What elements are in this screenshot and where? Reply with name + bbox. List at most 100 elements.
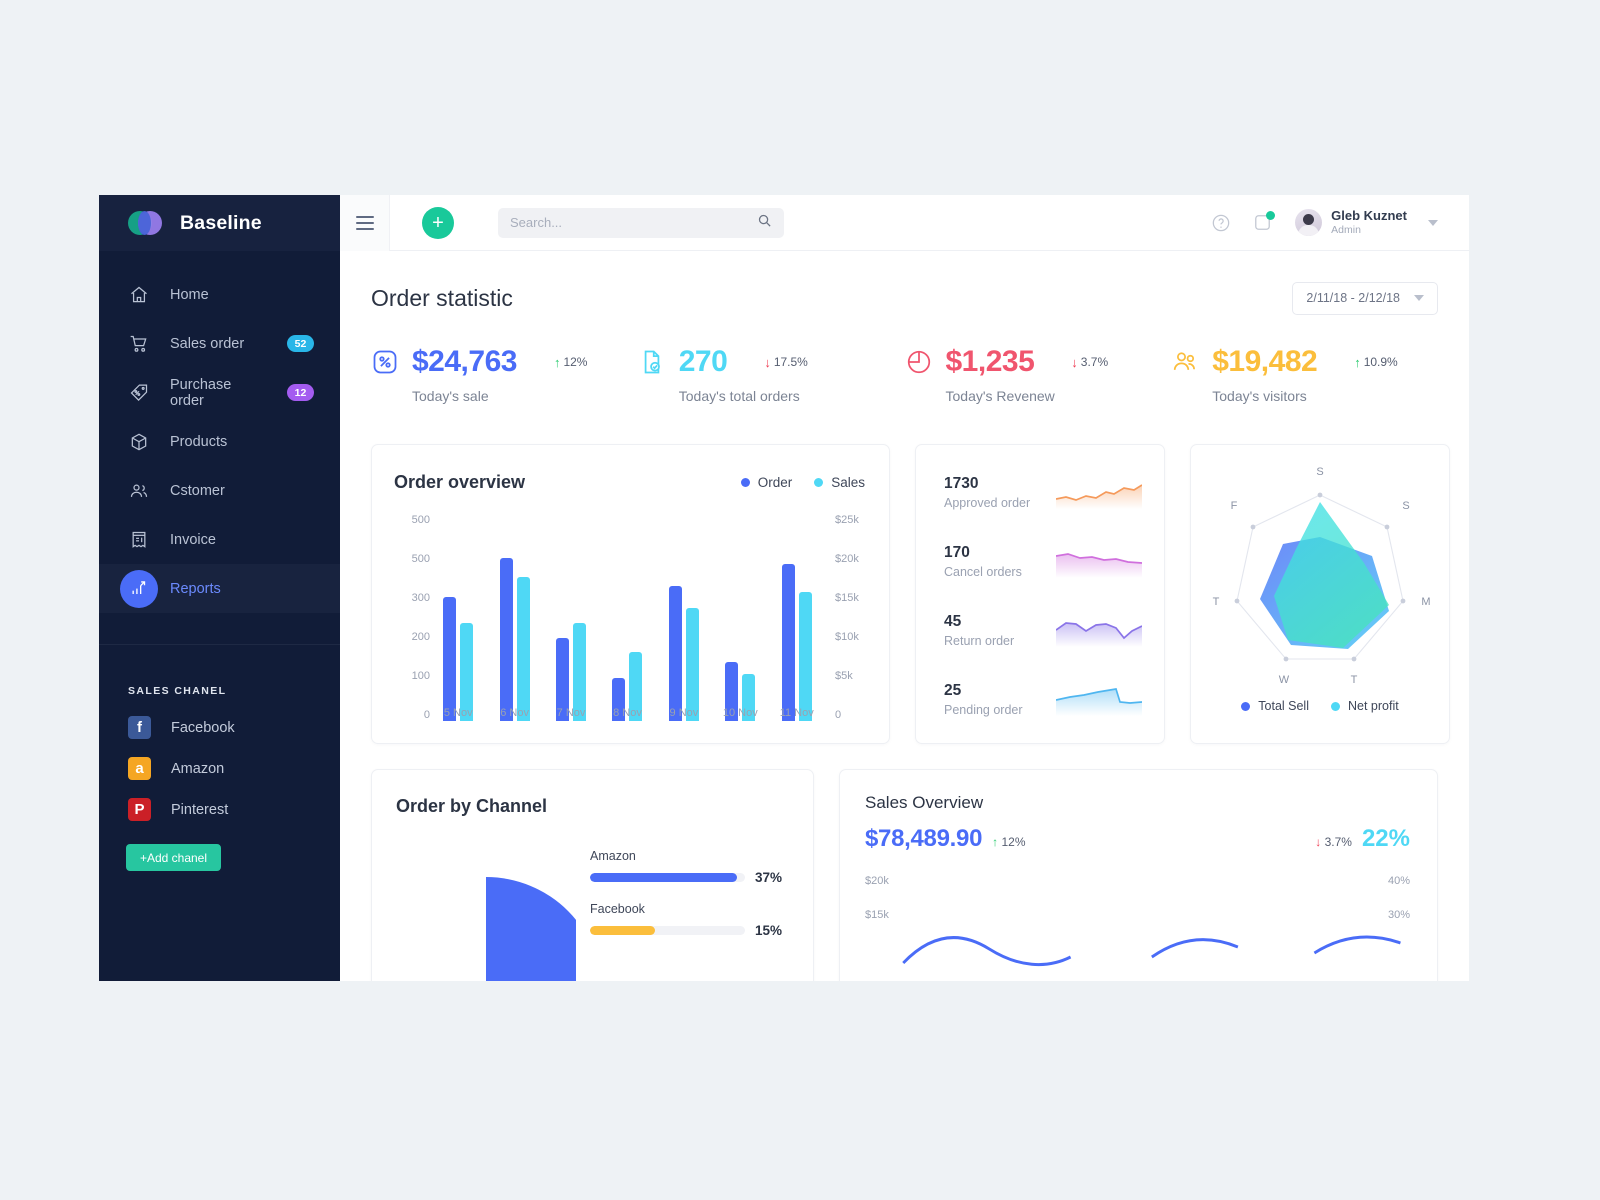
- order-status-card: 1730 Approved order: [915, 444, 1165, 744]
- bar-sales[interactable]: [685, 608, 699, 721]
- status-value: 25: [944, 682, 962, 699]
- bar-sales[interactable]: [516, 577, 530, 721]
- radar-card: S S M T W T F Total Sell: [1190, 444, 1450, 744]
- y-tick-right: $5k: [835, 670, 853, 682]
- bar-plot-area: 5 Nov 6 Nov 7 Nov 8 Nov 9 Nov 10 Nov 11 Nov: [430, 507, 825, 743]
- bar-group: 7 Nov: [556, 507, 587, 721]
- channel-item-amazon[interactable]: a Amazon: [99, 748, 340, 789]
- kpi-value: $19,482: [1212, 345, 1318, 378]
- chevron-down-icon: [1414, 295, 1424, 301]
- cards-row-2: Order by Channel Amaz: [371, 769, 1438, 981]
- bar-group: 10 Nov: [723, 507, 758, 721]
- status-value: 45: [944, 613, 962, 630]
- legend-item-order[interactable]: Order: [740, 475, 792, 490]
- channel-bar-label: Facebook: [590, 902, 645, 916]
- bar-sales[interactable]: [460, 623, 474, 721]
- y-tick-right: $20k: [835, 553, 859, 565]
- page-title: Order statistic: [371, 284, 513, 311]
- bar-sales[interactable]: [629, 652, 643, 721]
- add-channel-button[interactable]: +Add chanel: [126, 844, 221, 871]
- sidebar-item-purchase-order[interactable]: Purchase order 12: [99, 368, 340, 417]
- sidebar-item-home[interactable]: Home: [99, 270, 340, 319]
- sidebar-item-reports[interactable]: Reports: [99, 564, 340, 613]
- date-range-value: 2/11/18 - 2/12/18: [1306, 291, 1400, 305]
- sidebar-item-invoice[interactable]: Invoice: [99, 515, 340, 564]
- pinterest-icon: P: [128, 798, 151, 821]
- bar-group: 5 Nov: [443, 507, 474, 721]
- bar-order[interactable]: [781, 564, 795, 721]
- sparkline-return: [1055, 615, 1143, 647]
- channel-label: Amazon: [171, 760, 225, 777]
- kpi-delta: ↓ 17.5%: [764, 354, 808, 370]
- kpi-label: Today's total orders: [678, 388, 800, 404]
- sidebar-item-sales-order[interactable]: Sales order 52: [99, 319, 340, 368]
- legend-item-net-profit[interactable]: Net profit: [1331, 699, 1399, 713]
- x-tick-label: 8 Nov: [613, 707, 642, 719]
- sidebar-item-products[interactable]: Products: [99, 417, 340, 466]
- page-content: Order statistic 2/11/18 - 2/12/18 $24,76…: [340, 251, 1469, 981]
- invoice-icon: [128, 529, 150, 551]
- kpi-row: $24,763 ↑ 12% Today's sale 270: [371, 345, 1438, 444]
- y-tick-right: 0: [835, 709, 842, 721]
- bar-sales[interactable]: [573, 623, 587, 721]
- order-status-row: 45 Return order: [944, 613, 1143, 648]
- search-input[interactable]: [510, 215, 757, 230]
- bar-order[interactable]: [668, 586, 682, 721]
- bar-order[interactable]: [499, 558, 513, 721]
- help-circle-icon[interactable]: [1211, 213, 1231, 233]
- channel-item-facebook[interactable]: f Facebook: [99, 707, 340, 748]
- sales-overview-percent: 22%: [1361, 825, 1410, 852]
- sidebar-badge: 12: [287, 384, 314, 401]
- sidebar-item-label: Purchase order: [170, 376, 232, 409]
- arrow-down-icon: ↓: [764, 354, 771, 370]
- brand-logo[interactable]: Baseline: [99, 195, 340, 251]
- sidebar-item-cstomer[interactable]: Cstomer: [99, 466, 340, 515]
- dashboard-window: Baseline Home Sales order 52 Purc: [99, 195, 1469, 981]
- baseline-logo-icon: [128, 211, 168, 235]
- y-tick-left: 200: [411, 631, 430, 643]
- kpi-value: $24,763: [412, 345, 517, 378]
- nav-spacer: [99, 613, 340, 644]
- kpi-todays-sale: $24,763 ↑ 12% Today's sale: [371, 345, 638, 404]
- users-icon: [1171, 348, 1199, 376]
- y-axis-left-label: $20k: [865, 875, 889, 887]
- kpi-todays-revenew: $1,235 ↓ 3.7% Today's Revenew: [905, 345, 1172, 404]
- bar-order[interactable]: [725, 662, 739, 721]
- sidebar-nav: Home Sales order 52 Purchase order 12: [99, 251, 340, 613]
- y-tick-left: 300: [411, 592, 430, 604]
- y-tick-left: 0: [423, 709, 430, 721]
- y-axis-left-label: $15k: [865, 909, 889, 921]
- chevron-down-icon[interactable]: [1428, 219, 1438, 226]
- file-check-icon: [638, 348, 666, 376]
- bar-order[interactable]: [556, 638, 570, 721]
- bar-order[interactable]: [612, 678, 626, 721]
- page-header: Order statistic 2/11/18 - 2/12/18: [371, 251, 1438, 345]
- bar-sales[interactable]: [798, 592, 812, 721]
- bar-sales[interactable]: [742, 674, 756, 721]
- x-tick-label: 5 Nov: [443, 707, 473, 719]
- notification-icon[interactable]: [1253, 210, 1276, 233]
- date-range-picker[interactable]: 2/11/18 - 2/12/18: [1292, 281, 1438, 315]
- add-button[interactable]: +: [422, 206, 454, 239]
- chart-up-icon: [120, 569, 158, 608]
- arrow-down-icon: ↓: [1071, 354, 1078, 370]
- channel-bar-label: Amazon: [590, 849, 636, 863]
- sidebar-item-label: Home: [170, 286, 209, 303]
- search-icon[interactable]: [757, 213, 772, 233]
- kpi-todays-total-orders: 270 ↓ 17.5% Today's total orders: [638, 345, 905, 404]
- search-box[interactable]: [498, 207, 784, 238]
- radar-axis-label: M: [1421, 596, 1430, 608]
- bar-order[interactable]: [443, 597, 457, 721]
- users-icon: [128, 480, 150, 502]
- channel-item-pinterest[interactable]: P Pinterest: [99, 789, 340, 830]
- legend-item-sales[interactable]: Sales: [814, 475, 865, 490]
- topbar-right: Gleb Kuznet Admin: [1211, 208, 1469, 237]
- y-tick-right: $10k: [835, 631, 859, 643]
- radar-axis-label: S: [1402, 500, 1409, 512]
- y-tick-left: 100: [411, 670, 430, 682]
- user-menu[interactable]: Gleb Kuznet Admin: [1295, 208, 1438, 237]
- legend-item-total-sell[interactable]: Total Sell: [1241, 699, 1309, 713]
- radar-axis-label: F: [1231, 500, 1238, 512]
- status-label: Cancel orders: [944, 565, 1022, 579]
- hamburger-icon[interactable]: [340, 195, 390, 251]
